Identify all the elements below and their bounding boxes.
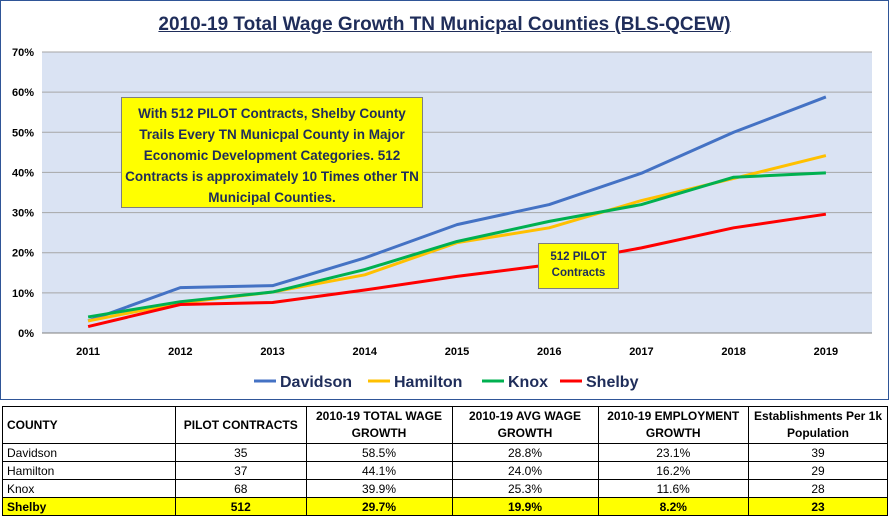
legend-label-shelby: Shelby [586,374,639,391]
table-cell: 58.5% [305,443,453,462]
x-tick-label: 2013 [260,346,284,358]
table-cell: 39.9% [305,479,453,498]
y-tick-label: 10% [12,288,34,300]
table-cell: 68 [174,479,307,498]
table-cell: 28.8% [451,443,599,462]
series-line-shelby [87,212,827,329]
x-tick-label: 2014 [353,346,378,358]
y-tick-label: 0% [18,328,34,340]
table-cell: Knox [2,479,176,498]
legend-label-knox: Knox [508,374,548,391]
table-cell: Davidson [2,443,176,462]
y-tick-label: 30% [12,208,34,220]
table-row: Shelby 512 29.7% 19.9% 8.2% 23 [2,497,889,516]
table-cell: 29.7% [305,497,453,516]
annotation-callout: With 512 PILOT Contracts, Shelby County … [121,97,423,208]
table-cell: 23.1% [597,443,749,462]
table-cell: 512 [174,497,307,516]
table-cell: 23 [747,497,889,516]
table-cell: 44.1% [305,461,453,480]
table-cell: 29 [747,461,889,480]
pilot-contracts-callout: 512 PILOT Contracts [538,243,619,289]
legend-label-hamilton: Hamilton [394,374,462,391]
column-header: 2010-19 TOTAL WAGE GROWTH [305,406,453,444]
table-cell: 28 [747,479,889,498]
column-header: COUNTY [2,406,176,444]
y-tick-label: 20% [12,248,34,260]
table-header-row: COUNTY PILOT CONTRACTS 2010-19 TOTAL WAGE … [2,406,889,444]
y-tick-label: 60% [12,87,34,99]
x-tick-label: 2015 [445,346,469,358]
x-tick-label: 2016 [537,346,561,358]
table-cell: Hamilton [2,461,176,480]
column-header: 2010-19 AVG WAGE GROWTH [451,406,599,444]
x-tick-label: 2017 [629,346,653,358]
table-cell: 24.0% [451,461,599,480]
county-data-table: COUNTY PILOT CONTRACTS 2010-19 TOTAL WAGE … [2,406,889,516]
y-tick-label: 70% [12,47,34,59]
legend-label-davidson: Davidson [280,374,352,391]
series-line-davidson [87,95,827,323]
chart-title: 2010-19 Total Wage Growth TN Municpal Co… [158,14,731,35]
table-cell: 16.2% [597,461,749,480]
x-tick-label: 2019 [814,346,838,358]
x-tick-label: 2018 [721,346,745,358]
table-cell: 19.9% [451,497,599,516]
table-row: Knox 68 39.9% 25.3% 11.6% 28 [2,479,889,498]
table-row: Davidson 35 58.5% 28.8% 23.1% 39 [2,443,889,462]
table-row: Hamilton 37 44.1% 24.0% 16.2% 29 [2,461,889,480]
table-cell: 35 [174,443,307,462]
x-tick-label: 2011 [76,346,100,358]
table-cell: 39 [747,443,889,462]
table-cell: 37 [174,461,307,480]
table-cell: 8.2% [597,497,749,516]
column-header: PILOT CONTRACTS [174,406,307,444]
series-line-knox [87,171,826,319]
x-tick-label: 2012 [168,346,192,358]
table-cell: 11.6% [597,479,749,498]
y-tick-label: 40% [12,167,34,179]
y-tick-label: 50% [12,127,34,139]
column-header: 2010-19 EMPLOYMENT GROWTH [597,406,749,444]
table-cell: Shelby [2,497,176,516]
table-cell: 25.3% [451,479,599,498]
column-header: Establishments Per 1k Population [747,406,889,444]
